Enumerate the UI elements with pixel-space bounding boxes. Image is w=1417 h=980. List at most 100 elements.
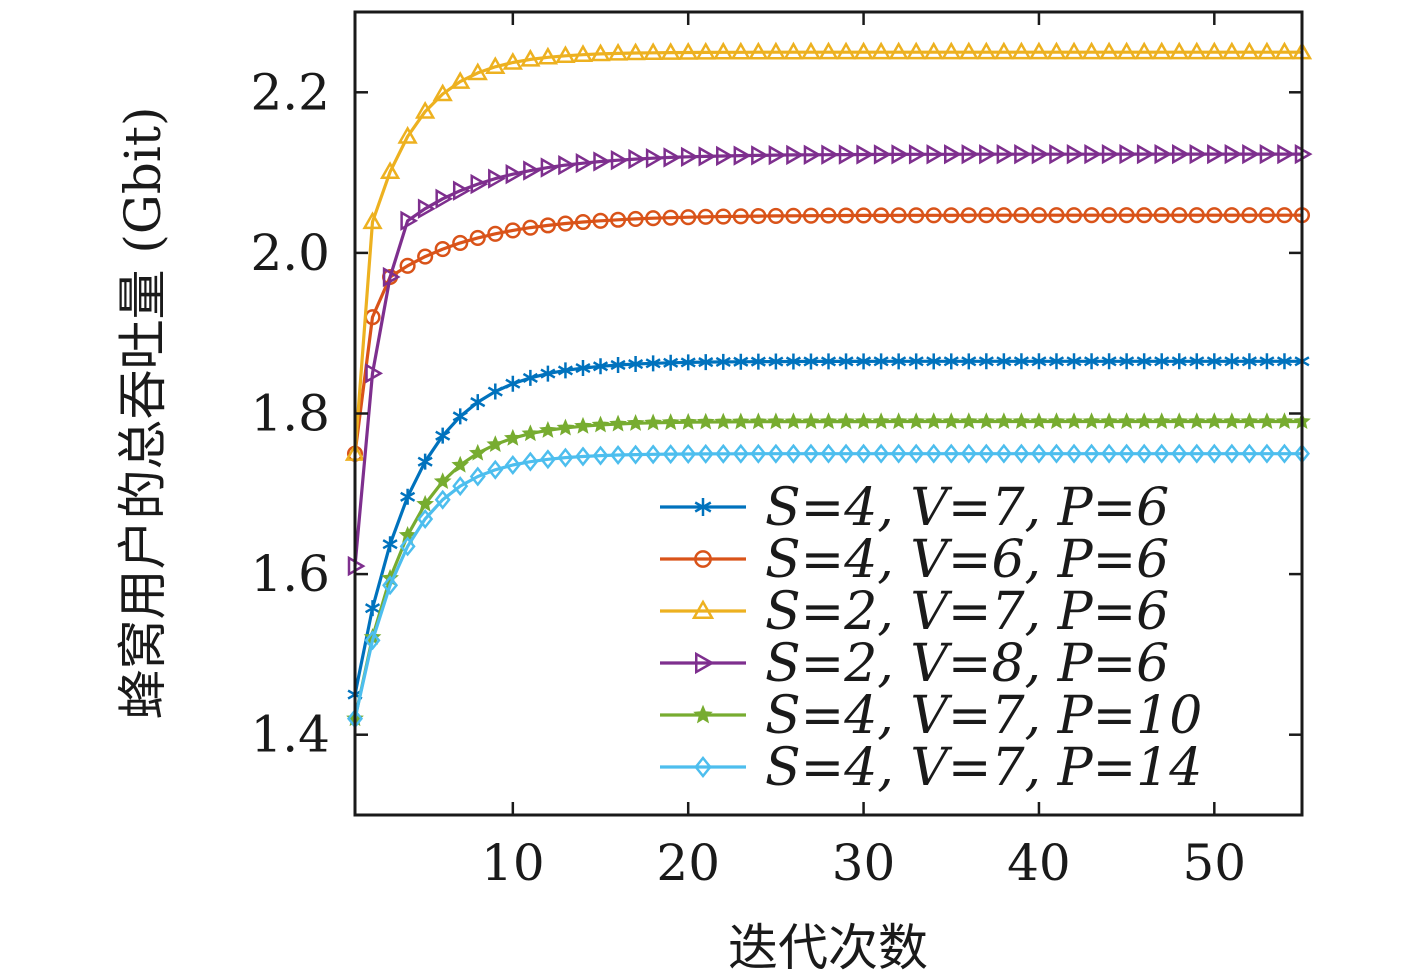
marker-diamond: [399, 536, 416, 557]
marker-circle: [557, 215, 574, 232]
marker-star: [609, 414, 627, 432]
marker-asterisk: [1013, 353, 1029, 370]
marker-circle: [873, 207, 890, 224]
marker-star: [749, 412, 768, 430]
marker-diamond: [1136, 443, 1153, 464]
marker-diamond: [1258, 443, 1275, 464]
marker-circle: [1188, 207, 1205, 224]
marker-diamond: [767, 443, 784, 464]
marker-triangle-right: [523, 160, 541, 181]
marker-triangle-right: [1189, 143, 1208, 165]
marker-star: [1082, 412, 1101, 430]
marker-asterisk: [996, 353, 1012, 370]
marker-circle: [767, 207, 784, 224]
marker-triangle: [906, 41, 927, 60]
marker-triangle: [502, 51, 523, 70]
marker-star: [1258, 412, 1276, 430]
marker-triangle-right: [821, 144, 840, 165]
marker-triangle-right: [1224, 143, 1243, 165]
marker-circle: [820, 207, 837, 224]
marker-triangle: [607, 42, 629, 61]
marker-triangle-right: [695, 651, 715, 675]
marker-asterisk: [1189, 353, 1205, 370]
marker-diamond: [1276, 443, 1293, 464]
marker-asterisk: [1241, 353, 1257, 370]
marker-star: [784, 412, 803, 430]
marker-asterisk: [733, 353, 749, 370]
marker-triangle: [555, 45, 576, 64]
marker-triangle-right: [1031, 144, 1050, 165]
marker-star: [1065, 412, 1083, 430]
marker-triangle: [362, 211, 383, 230]
marker-diamond: [697, 443, 714, 464]
marker-circle: [1118, 207, 1135, 224]
marker-triangle: [1239, 41, 1260, 60]
marker-triangle-right: [1014, 144, 1032, 165]
marker-diamond: [417, 508, 434, 529]
marker-diamond: [1206, 443, 1223, 464]
marker-triangle: [888, 41, 909, 60]
marker-triangle: [678, 41, 699, 60]
marker-triangle: [783, 41, 804, 60]
marker-star: [1187, 412, 1206, 430]
marker-diamond: [1030, 443, 1047, 464]
marker-asterisk: [1224, 353, 1240, 370]
marker-diamond: [1013, 443, 1030, 464]
marker-star: [1117, 412, 1136, 430]
marker-star: [679, 412, 698, 430]
marker-star: [693, 704, 713, 724]
marker-star: [802, 412, 820, 430]
marker-star: [468, 443, 487, 461]
marker-triangle-right: [1119, 143, 1138, 165]
marker-triangle: [923, 41, 944, 60]
marker-diamond: [925, 443, 942, 464]
marker-triangle-right: [610, 150, 629, 171]
marker-diamond: [838, 443, 855, 464]
marker-triangle: [467, 62, 488, 81]
marker-triangle: [695, 41, 716, 60]
marker-star: [486, 435, 505, 453]
marker-star: [924, 412, 943, 430]
marker-circle: [694, 550, 712, 568]
marker-triangle-right: [1242, 143, 1260, 165]
legend-label: S=4, V=7, P=10: [765, 686, 1202, 746]
marker-triangle-right: [1101, 143, 1120, 165]
marker-triangle: [1011, 41, 1032, 60]
marker-diamond: [522, 451, 539, 472]
marker-star: [959, 412, 978, 430]
marker-asterisk: [1084, 353, 1100, 370]
marker-diamond: [539, 449, 556, 470]
marker-diamond: [943, 443, 960, 464]
marker-star: [1170, 412, 1189, 430]
marker-diamond: [1241, 443, 1258, 464]
marker-diamond: [890, 443, 907, 464]
marker-asterisk: [961, 353, 977, 370]
marker-triangle-right: [891, 144, 910, 165]
marker-diamond: [557, 447, 574, 468]
marker-asterisk: [628, 356, 644, 373]
marker-circle: [662, 209, 679, 226]
marker-triangle: [800, 41, 822, 60]
marker-star: [1152, 412, 1171, 430]
marker-star: [451, 455, 470, 473]
legend: S=4, V=7, P=6S=4, V=6, P=6S=2, V=7, P=6S…: [660, 478, 1202, 798]
marker-asterisk: [1276, 353, 1293, 370]
marker-asterisk: [364, 600, 381, 617]
marker-asterisk: [1119, 353, 1135, 370]
marker-diamond: [610, 445, 627, 466]
legend-item: S=4, V=7, P=14: [660, 738, 1202, 798]
series-layer: [344, 41, 1313, 729]
marker-asterisk: [470, 394, 486, 411]
marker-asterisk: [487, 383, 503, 400]
marker-star: [731, 412, 750, 430]
marker-triangle: [642, 42, 664, 61]
marker-asterisk: [1031, 353, 1047, 370]
marker-triangle: [432, 83, 453, 102]
marker-triangle-right: [1154, 143, 1173, 165]
marker-star: [907, 412, 926, 430]
marker-circle: [574, 213, 592, 231]
marker-triangle: [691, 599, 715, 619]
marker-diamond: [908, 443, 925, 464]
marker-triangle-right: [488, 168, 506, 189]
